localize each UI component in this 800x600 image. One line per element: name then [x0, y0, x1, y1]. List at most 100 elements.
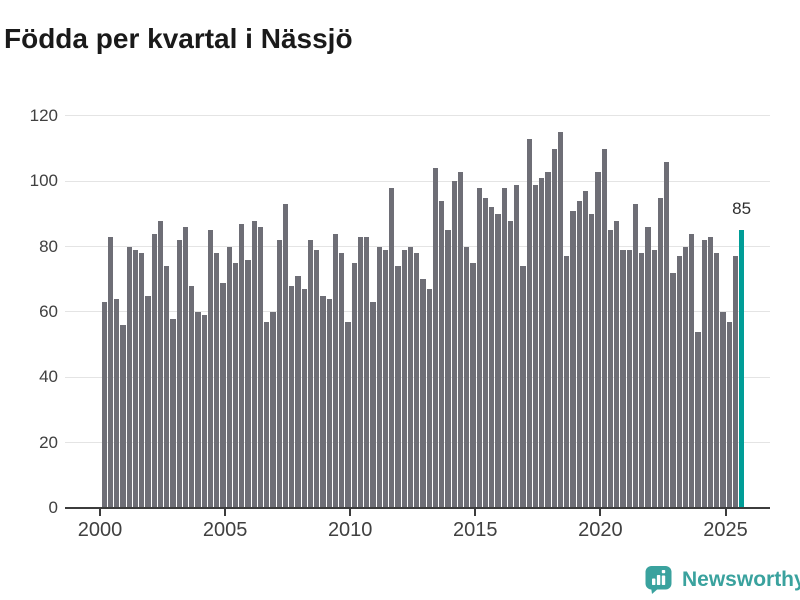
bar — [670, 272, 676, 508]
bar — [420, 279, 426, 508]
x-tick — [224, 509, 227, 516]
bar — [307, 240, 314, 508]
gridline — [65, 180, 770, 182]
y-tick-label: 60 — [39, 301, 58, 321]
bar — [564, 256, 570, 508]
bar — [407, 246, 414, 508]
bar — [514, 184, 520, 508]
bar — [414, 253, 420, 508]
x-tick-label: 2015 — [453, 519, 498, 541]
bar — [326, 298, 332, 508]
x-tick-label: 2005 — [202, 519, 248, 541]
bar — [126, 246, 132, 508]
bar — [495, 213, 501, 508]
highlight-value-label: 85 — [732, 199, 752, 219]
bar — [189, 285, 195, 508]
y-tick-label: 0 — [48, 498, 58, 517]
bar — [720, 311, 726, 508]
bar — [257, 227, 264, 508]
y-tick-label: 120 — [29, 105, 58, 125]
bar — [607, 230, 614, 508]
bar — [145, 295, 151, 508]
x-tick-label: 2025 — [703, 519, 748, 541]
bar — [707, 236, 714, 508]
bar — [726, 321, 732, 508]
bar — [714, 253, 720, 508]
bar — [401, 249, 407, 508]
bar — [120, 325, 126, 508]
bar — [382, 249, 389, 508]
bar — [620, 249, 626, 508]
bar — [114, 298, 120, 508]
bar — [289, 285, 295, 508]
bar — [151, 233, 157, 508]
bar — [432, 168, 439, 508]
bar — [657, 197, 664, 508]
highlight-bar — [738, 230, 745, 508]
bar — [232, 262, 239, 508]
x-tick — [99, 509, 101, 516]
bar — [695, 331, 701, 508]
bar — [282, 204, 289, 508]
y-tick-label: 40 — [39, 367, 58, 387]
x-tick — [349, 509, 352, 516]
bar — [214, 253, 220, 508]
bar — [339, 253, 345, 508]
x-tick-label: 2020 — [578, 519, 623, 541]
bar — [351, 262, 357, 508]
bar — [376, 246, 382, 508]
bar — [345, 321, 351, 508]
bar — [526, 138, 532, 508]
bar — [426, 289, 432, 508]
bar — [295, 276, 301, 508]
x-tick-label: 2010 — [327, 519, 373, 541]
bar — [320, 295, 326, 508]
y-tick-label: 20 — [39, 432, 58, 452]
bar — [157, 220, 164, 508]
bar — [539, 178, 545, 508]
bar — [651, 249, 657, 508]
bar — [251, 220, 257, 508]
y-tick-label: 100 — [29, 171, 58, 191]
bar — [645, 227, 651, 508]
bar — [264, 321, 270, 508]
bar — [207, 230, 214, 508]
bar — [701, 240, 707, 508]
bar — [276, 240, 282, 508]
bar — [182, 227, 189, 508]
bar — [332, 233, 339, 508]
bar — [595, 171, 601, 508]
bar — [195, 311, 201, 508]
x-tick-label: 2000 — [77, 519, 123, 541]
bar — [101, 302, 107, 508]
bar — [520, 266, 526, 508]
bar — [201, 315, 207, 508]
bar-chart-pin-icon — [644, 565, 673, 594]
bar — [357, 236, 364, 508]
bar — [557, 132, 564, 508]
bar — [676, 256, 682, 508]
bar — [501, 187, 507, 508]
x-tick — [599, 509, 602, 516]
gridline — [65, 115, 770, 117]
bar — [270, 311, 276, 508]
x-axis-line — [65, 507, 770, 509]
bar — [164, 266, 170, 508]
bar — [439, 200, 445, 508]
bar — [107, 236, 114, 508]
bar — [301, 289, 307, 508]
bar — [464, 246, 470, 508]
bar — [445, 230, 451, 508]
bar — [689, 233, 695, 508]
bar — [239, 223, 245, 508]
y-tick-label: 80 — [39, 236, 58, 256]
brand-logo: Newsworthy — [644, 565, 800, 594]
bar — [482, 197, 489, 508]
bar — [582, 191, 589, 508]
bar — [226, 246, 232, 508]
bar — [489, 207, 495, 508]
bar — [570, 210, 576, 508]
bar — [176, 240, 182, 508]
bar — [364, 236, 370, 508]
